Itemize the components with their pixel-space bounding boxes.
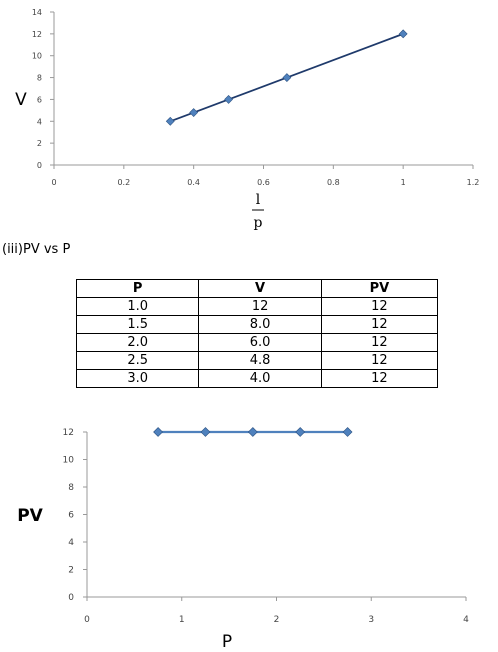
y-tick-label: 4	[68, 538, 74, 548]
cell-v: 8.0	[198, 315, 322, 334]
table-header-row: P V PV	[75, 279, 439, 298]
cell-p: 3.0	[75, 369, 200, 388]
x-tick-label: 1.2	[467, 178, 480, 187]
cell-pv: 12	[320, 369, 439, 388]
data-point-marker	[342, 427, 353, 437]
y-tick-label: 10	[32, 52, 42, 61]
y-tick-label: 6	[68, 511, 74, 521]
x-axis-label: P	[222, 632, 232, 652]
cell-v: 12	[198, 297, 322, 316]
y-tick-label: 6	[37, 95, 42, 104]
cell-pv: 12	[320, 315, 439, 334]
y-tick-label: 12	[63, 428, 74, 438]
x-tick-label: 2	[274, 615, 280, 625]
y-tick-label: 0	[68, 593, 74, 603]
x-tick-label: 0.2	[117, 178, 130, 187]
data-point-marker	[398, 29, 408, 39]
y-tick-label: 4	[37, 117, 42, 126]
cell-v: 4.8	[198, 351, 322, 370]
data-point-marker	[189, 108, 199, 117]
cell-p: 1.0	[75, 297, 200, 316]
table-row: 3.0 4.0 12	[75, 369, 439, 388]
table-row: 1.5 8.0 12	[75, 315, 439, 334]
y-tick-label: 2	[68, 566, 74, 576]
x-tick-label: 0	[84, 615, 90, 625]
data-point-marker	[200, 427, 211, 437]
header-v: V	[198, 279, 322, 298]
x-tick-label: 4	[463, 615, 469, 625]
x-axis-label-numerator: l	[256, 192, 261, 208]
x-axis-label-denominator: p	[254, 215, 263, 231]
table-row: 2.0 6.0 12	[75, 333, 439, 352]
y-axis-label: PV	[17, 506, 43, 526]
header-pv: PV	[320, 279, 439, 298]
data-point-marker	[295, 427, 306, 437]
y-tick-label: 8	[68, 483, 74, 493]
y-tick-label: 2	[37, 139, 42, 148]
table-row: 2.5 4.8 12	[75, 351, 439, 370]
cell-p: 2.0	[75, 333, 200, 352]
y-tick-label: 8	[37, 74, 42, 83]
data-point-marker	[247, 427, 258, 437]
v-vs-inverse-p-chart: 0 0.2 0.4 0.6 0.8 1 1.2 0 2 4 6 8 10 12 14 V l p	[15, 8, 480, 231]
data-point-marker	[165, 116, 175, 126]
cell-pv: 12	[320, 297, 439, 316]
cell-pv: 12	[320, 333, 439, 352]
y-tick-label: 12	[32, 30, 42, 39]
table-row: 1.0 12 12	[75, 297, 439, 316]
x-tick-label: 1	[179, 615, 185, 625]
x-tick-label: 1	[401, 178, 406, 187]
cell-v: 4.0	[198, 369, 322, 388]
x-tick-label: 3	[368, 615, 374, 625]
y-axis-label: V	[15, 90, 27, 110]
cell-v: 6.0	[198, 333, 322, 352]
y-tick-label: 14	[32, 8, 42, 17]
cell-p: 1.5	[75, 315, 200, 334]
x-tick-label: 0.6	[257, 178, 270, 187]
data-point-marker	[282, 73, 292, 82]
y-tick-label: 0	[37, 161, 42, 170]
x-tick-label: 0	[51, 178, 56, 187]
header-p: P	[75, 279, 200, 298]
cell-pv: 12	[320, 351, 439, 370]
x-tick-label: 0.8	[327, 178, 340, 187]
pv-data-table: P V PV 1.0 12 12 1.5 8.0 12 2.0 6.0 12 2…	[75, 279, 439, 388]
data-point-marker	[153, 427, 163, 437]
section-heading: (iii)PV vs P	[2, 242, 71, 257]
cell-p: 2.5	[75, 351, 200, 370]
data-point-marker	[224, 95, 234, 104]
x-tick-label: 0.4	[187, 178, 200, 187]
y-tick-label: 10	[63, 456, 75, 466]
